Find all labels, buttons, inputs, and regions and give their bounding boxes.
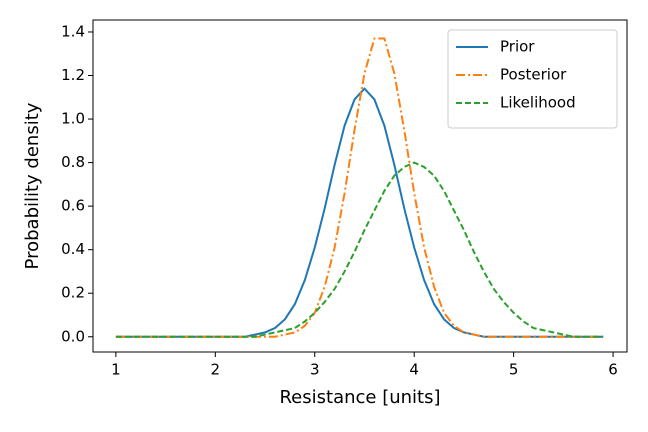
x-tick-label: 1 xyxy=(111,361,121,379)
y-tick-label: 1.2 xyxy=(61,66,85,84)
series-line xyxy=(115,161,604,338)
y-tick-label: 0.6 xyxy=(61,197,85,215)
legend-label: Likelihood xyxy=(500,94,576,112)
y-axis-label: Probability density xyxy=(22,102,43,269)
y-tick-label: 0.4 xyxy=(61,240,85,258)
x-axis-label: Resistance [units] xyxy=(279,387,440,408)
y-tick-label: 1.0 xyxy=(61,110,85,128)
y-tick-label: 0.0 xyxy=(61,327,85,345)
y-tick-label: 0.2 xyxy=(61,284,85,302)
legend-label: Posterior xyxy=(500,66,567,84)
plot-frame xyxy=(92,19,628,353)
x-tick-label: 6 xyxy=(608,361,618,379)
legend-label: Prior xyxy=(500,38,535,56)
y-tick-label: 1.4 xyxy=(61,22,85,40)
x-tick-label: 2 xyxy=(211,361,221,379)
legend-box xyxy=(447,29,618,129)
y-tick-label: 0.8 xyxy=(61,153,85,171)
x-tick-label: 4 xyxy=(409,361,419,379)
x-tick-label: 5 xyxy=(509,361,519,379)
x-tick-label: 3 xyxy=(310,361,320,379)
